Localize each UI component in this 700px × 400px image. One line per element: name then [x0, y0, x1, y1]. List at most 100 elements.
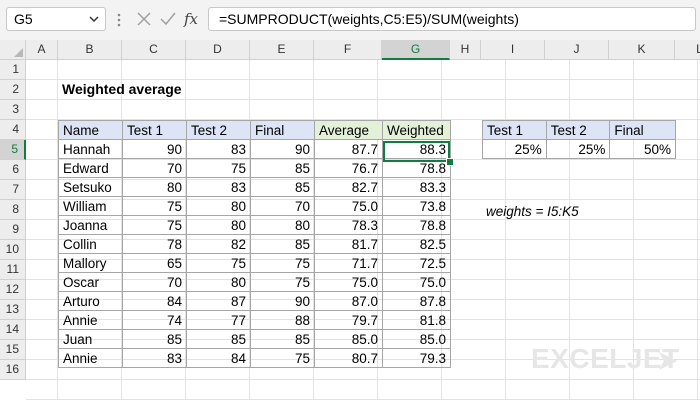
value-cell[interactable]: 78.3 — [314, 215, 383, 235]
header-test-1[interactable]: Test 1 — [122, 120, 187, 140]
value-cell[interactable]: 75 — [186, 253, 251, 273]
value-cell[interactable]: 79.7 — [314, 310, 383, 330]
row-header-1[interactable]: 1 — [0, 60, 26, 80]
header-name[interactable]: Name — [58, 120, 123, 140]
select-all-button[interactable] — [0, 40, 26, 60]
name-box[interactable]: G5 — [6, 7, 106, 31]
fill-handle[interactable] — [446, 158, 454, 166]
column-header-l[interactable]: L — [675, 40, 700, 60]
value-cell[interactable]: 70 — [122, 158, 187, 178]
value-cell[interactable]: 85 — [250, 158, 315, 178]
name-cell[interactable]: Hannah — [58, 139, 123, 159]
cancel-icon[interactable] — [134, 9, 154, 29]
column-header-f[interactable]: F — [314, 40, 382, 60]
value-cell[interactable]: 74 — [122, 310, 187, 330]
value-cell[interactable]: 87.0 — [314, 291, 383, 311]
name-cell[interactable]: Annie — [58, 310, 123, 330]
formula-input[interactable]: =SUMPRODUCT(weights,C5:E5)/SUM(weights) — [208, 7, 696, 31]
value-cell[interactable]: 87.7 — [314, 139, 383, 159]
value-cell[interactable]: 81.8 — [382, 310, 451, 330]
value-cell[interactable]: 83.3 — [382, 177, 451, 197]
value-cell[interactable]: 80 — [186, 196, 251, 216]
weight-value-cell[interactable]: 25% — [545, 139, 611, 159]
column-header-b[interactable]: B — [58, 40, 122, 60]
weight-header-test-1[interactable]: Test 1 — [482, 120, 547, 140]
value-cell[interactable]: 75 — [250, 348, 315, 368]
weight-value-cell[interactable]: 25% — [482, 139, 547, 159]
value-cell[interactable]: 87 — [186, 291, 251, 311]
column-header-d[interactable]: D — [186, 40, 250, 60]
column-header-a[interactable]: A — [26, 40, 58, 60]
value-cell[interactable]: 80 — [122, 177, 187, 197]
value-cell[interactable]: 75.0 — [314, 196, 383, 216]
name-cell[interactable]: Mallory — [58, 253, 123, 273]
value-cell[interactable]: 76.7 — [314, 158, 383, 178]
value-cell[interactable]: 65 — [122, 253, 187, 273]
value-cell[interactable]: 70 — [122, 272, 187, 292]
value-cell[interactable]: 90 — [250, 139, 315, 159]
name-cell[interactable]: Oscar — [58, 272, 123, 292]
value-cell[interactable]: 78.8 — [382, 215, 451, 235]
value-cell[interactable]: 75 — [250, 272, 315, 292]
row-header-12[interactable]: 12 — [0, 280, 26, 300]
row-header-11[interactable]: 11 — [0, 260, 26, 280]
value-cell[interactable]: 83 — [122, 348, 187, 368]
name-cell[interactable]: William — [58, 196, 123, 216]
value-cell[interactable]: 70 — [250, 196, 315, 216]
value-cell[interactable]: 81.7 — [314, 234, 383, 254]
value-cell[interactable]: 85.0 — [314, 329, 383, 349]
value-cell[interactable]: 80 — [186, 272, 251, 292]
name-cell[interactable]: Setsuko — [58, 177, 123, 197]
row-header-13[interactable]: 13 — [0, 300, 26, 320]
value-cell[interactable]: 82.7 — [314, 177, 383, 197]
value-cell[interactable]: 75.0 — [314, 272, 383, 292]
row-header-15[interactable]: 15 — [0, 340, 26, 360]
row-header-3[interactable]: 3 — [0, 100, 26, 120]
row-header-9[interactable]: 9 — [0, 220, 26, 240]
value-cell[interactable]: 72.5 — [382, 253, 451, 273]
row-header-8[interactable]: 8 — [0, 200, 26, 220]
enter-check-icon[interactable] — [158, 9, 178, 29]
row-header-14[interactable]: 14 — [0, 320, 26, 340]
value-cell[interactable]: 71.7 — [314, 253, 383, 273]
header-weighted[interactable]: Weighted — [382, 120, 451, 140]
value-cell[interactable]: 82 — [186, 234, 251, 254]
value-cell[interactable]: 90 — [250, 291, 315, 311]
column-header-j[interactable]: J — [545, 40, 609, 60]
value-cell[interactable]: 75 — [122, 196, 187, 216]
row-header-7[interactable]: 7 — [0, 180, 26, 200]
value-cell[interactable]: 85 — [250, 329, 315, 349]
row-header-2[interactable]: 2 — [0, 80, 26, 100]
value-cell[interactable]: 75 — [122, 215, 187, 235]
value-cell[interactable]: 75 — [186, 158, 251, 178]
value-cell[interactable]: 82.5 — [382, 234, 451, 254]
value-cell[interactable]: 85 — [250, 177, 315, 197]
column-header-g[interactable]: G — [382, 40, 450, 60]
row-header-4[interactable]: 4 — [0, 120, 26, 140]
header-final[interactable]: Final — [250, 120, 315, 140]
value-cell[interactable]: 75 — [250, 253, 315, 273]
value-cell[interactable]: 85 — [250, 234, 315, 254]
insert-function-icon[interactable]: fx — [184, 10, 199, 28]
name-cell[interactable]: Joanna — [58, 215, 123, 235]
value-cell[interactable]: 83 — [186, 139, 251, 159]
row-header-5[interactable]: 5 — [0, 140, 26, 160]
row-header-10[interactable]: 10 — [0, 240, 26, 260]
value-cell[interactable]: 88.3 — [382, 139, 451, 159]
value-cell[interactable]: 87.8 — [382, 291, 451, 311]
weight-header-final[interactable]: Final — [609, 120, 676, 140]
value-cell[interactable]: 85.0 — [382, 329, 451, 349]
column-header-c[interactable]: C — [122, 40, 186, 60]
name-cell[interactable]: Collin — [58, 234, 123, 254]
value-cell[interactable]: 78 — [122, 234, 187, 254]
chevron-down-icon[interactable] — [87, 8, 101, 30]
column-header-i[interactable]: I — [481, 40, 545, 60]
row-header-6[interactable]: 6 — [0, 160, 26, 180]
value-cell[interactable]: 80.7 — [314, 348, 383, 368]
value-cell[interactable]: 84 — [122, 291, 187, 311]
name-cell[interactable]: Juan — [58, 329, 123, 349]
row-header-16[interactable]: 16 — [0, 360, 26, 380]
value-cell[interactable]: 88 — [250, 310, 315, 330]
name-cell[interactable]: Arturo — [58, 291, 123, 311]
value-cell[interactable]: 73.8 — [382, 196, 451, 216]
